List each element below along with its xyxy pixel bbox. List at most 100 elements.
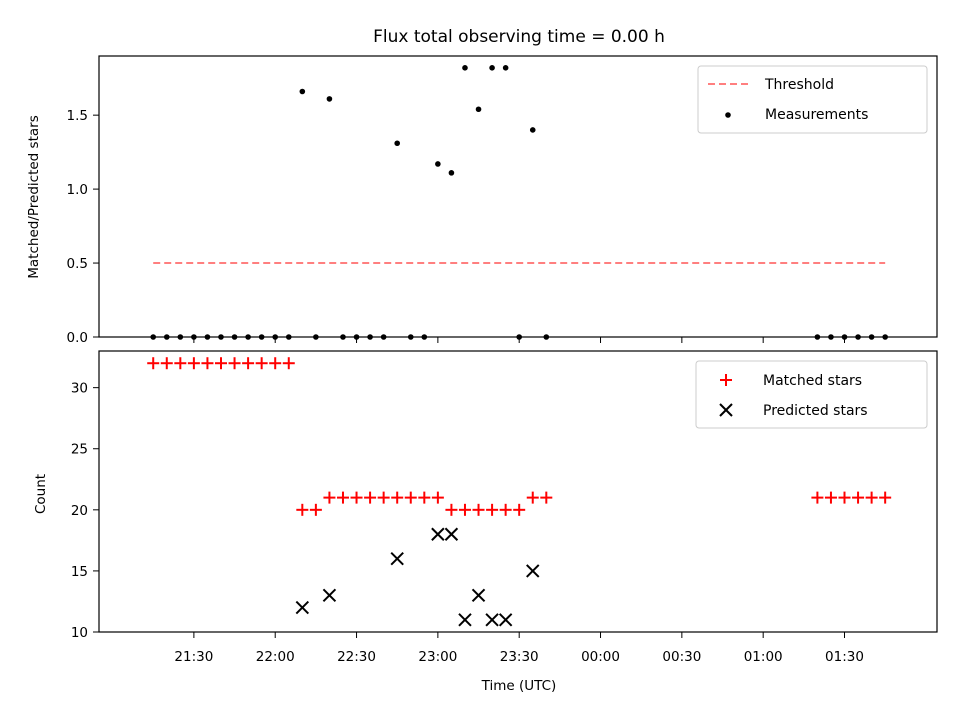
- top-panel: Matched/Predicted stars 0.0 0.5 1.0 1.5 Thr…: [26, 55, 938, 346]
- measurement-point: [394, 140, 401, 147]
- matched-star-point: [499, 503, 512, 516]
- measurement-point: [204, 334, 211, 340]
- bottom-legend-box: [695, 360, 928, 429]
- matched-star-point: [296, 503, 309, 516]
- bottom-y-tick-label: 20: [71, 503, 88, 519]
- matched-star-point: [174, 357, 187, 370]
- matched-star-point: [147, 357, 160, 370]
- matched-star-point: [377, 491, 390, 504]
- matched-star-point: [228, 357, 241, 370]
- measurement-point: [177, 334, 184, 340]
- x-tick-label: 01:00: [744, 649, 783, 665]
- x-tick-label: 01:30: [825, 649, 864, 665]
- x-tick-label: 22:00: [256, 649, 295, 665]
- matched-star-point: [431, 491, 444, 504]
- matched-star-point: [336, 491, 349, 504]
- top-y-tick-label: 0.5: [67, 256, 88, 272]
- bottom-data-marks: [147, 357, 892, 627]
- matched-star-point: [486, 503, 499, 516]
- matched-star-point: [255, 357, 268, 370]
- measurement-point: [326, 96, 333, 102]
- matched-star-point: [418, 491, 431, 504]
- matched-star-point: [879, 491, 892, 504]
- x-tick-label: 23:30: [500, 649, 539, 665]
- bottom-legend: Matched stars Predicted stars: [695, 360, 928, 429]
- measurement-point: [231, 334, 238, 340]
- matched-star-point: [472, 503, 485, 516]
- matched-star-point: [404, 491, 417, 504]
- top-y-tick-label: 1.0: [67, 182, 88, 198]
- matched-star-point: [811, 491, 824, 504]
- predicted-star-point: [498, 613, 513, 627]
- matched-star-point: [364, 491, 377, 504]
- measurement-point: [502, 65, 509, 71]
- measurement-point: [218, 334, 224, 340]
- top-y-tick-label: 0.0: [67, 330, 88, 346]
- matched-star-point: [445, 503, 458, 516]
- measurement-point: [828, 334, 834, 340]
- predicted-star-point: [458, 613, 472, 627]
- top-y-axis-label: Matched/Predicted stars: [26, 115, 42, 278]
- bottom-y-ticks: 10 15 20 25 30: [71, 381, 99, 641]
- x-tick-label: 23:00: [418, 649, 457, 665]
- measurement-point: [435, 161, 441, 167]
- matched-star-point: [214, 357, 227, 370]
- predicted-star-point: [322, 588, 337, 603]
- measurement-point: [882, 334, 888, 340]
- predicted-star-point: [431, 527, 445, 541]
- predicted-star-point: [485, 613, 499, 627]
- measurement-point: [516, 334, 522, 340]
- matched-star-point: [458, 503, 471, 516]
- matched-star-point: [513, 503, 526, 516]
- matched-star-point: [865, 491, 878, 504]
- legend-matched-label: Matched stars: [763, 373, 862, 389]
- x-tick-label: 21:30: [174, 649, 213, 665]
- measurement-point: [868, 334, 875, 340]
- x-tick-label: 00:30: [662, 649, 701, 665]
- matched-star-point: [824, 491, 837, 504]
- measurement-point: [462, 65, 468, 71]
- matched-star-point: [838, 491, 851, 504]
- matched-star-point: [852, 491, 865, 504]
- x-tick-label: 00:00: [581, 649, 620, 665]
- measurement-point: [191, 334, 197, 340]
- predicted-star-point: [390, 551, 404, 566]
- matched-star-point: [391, 491, 404, 504]
- bottom-y-tick-label: 30: [71, 381, 88, 397]
- measurement-point: [380, 334, 387, 340]
- top-data-marks: [150, 65, 888, 340]
- x-tick-label: 22:30: [337, 649, 376, 665]
- measurement-point: [841, 334, 848, 340]
- matched-star-point: [309, 503, 322, 516]
- matched-star-point: [323, 491, 336, 504]
- predicted-star-point: [295, 600, 310, 615]
- matched-star-point: [526, 491, 539, 504]
- bottom-y-tick-label: 25: [71, 442, 88, 458]
- measurement-point: [529, 127, 536, 133]
- legend-threshold-label: Threshold: [764, 77, 834, 93]
- predicted-star-point: [444, 527, 459, 541]
- matched-star-point: [350, 491, 363, 504]
- matched-star-point: [282, 357, 295, 370]
- measurement-point: [163, 334, 170, 340]
- measurement-point: [367, 334, 373, 340]
- x-axis-label: Time (UTC): [481, 678, 557, 694]
- chart-title: Flux total observing time = 0.00 h: [373, 27, 665, 47]
- measurement-point: [448, 170, 455, 176]
- matched-star-point: [269, 357, 282, 370]
- legend-measurements-label: Measurements: [765, 107, 868, 123]
- measurement-point: [543, 334, 550, 340]
- top-y-ticks: 0.0 0.5 1.0 1.5: [67, 108, 99, 346]
- measurement-point: [299, 88, 306, 95]
- predicted-star-point: [526, 564, 540, 578]
- measurement-point: [475, 106, 482, 113]
- matched-star-point: [201, 357, 214, 370]
- measurement-point: [150, 334, 157, 340]
- top-y-tick-label: 1.5: [67, 108, 88, 124]
- legend-measurements-swatch: [725, 112, 731, 118]
- measurement-point: [855, 334, 861, 340]
- top-legend-box: [697, 65, 928, 134]
- measurement-point: [353, 334, 360, 340]
- predicted-star-point: [471, 588, 486, 603]
